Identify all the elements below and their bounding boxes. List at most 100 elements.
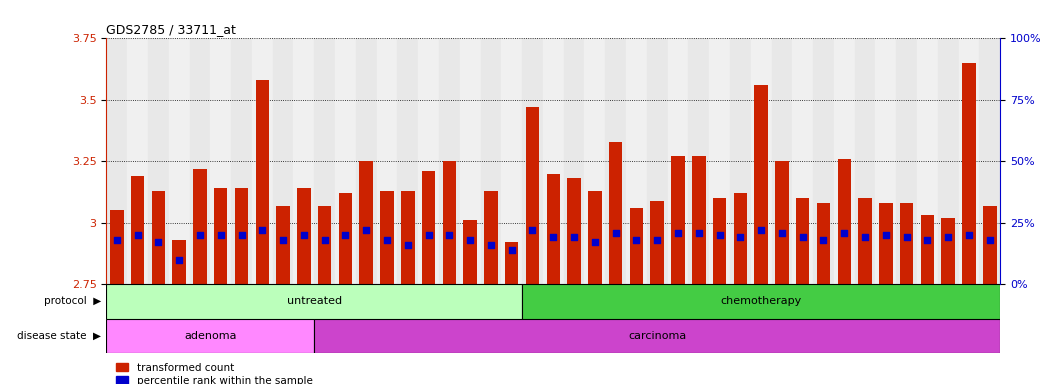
Bar bbox=[776, 161, 788, 284]
Bar bbox=[148, 38, 169, 284]
Point bbox=[835, 230, 852, 236]
Point bbox=[150, 239, 167, 245]
Bar bbox=[879, 203, 893, 284]
Bar bbox=[667, 38, 688, 284]
Point bbox=[129, 232, 146, 238]
Bar bbox=[609, 142, 622, 284]
Bar bbox=[106, 319, 314, 353]
Bar bbox=[543, 38, 564, 284]
Bar bbox=[277, 205, 289, 284]
Bar bbox=[464, 220, 477, 284]
Point bbox=[420, 232, 437, 238]
Point bbox=[628, 237, 645, 243]
Bar bbox=[917, 38, 937, 284]
Bar bbox=[630, 208, 643, 284]
Bar bbox=[834, 38, 854, 284]
Point bbox=[379, 237, 396, 243]
Bar bbox=[522, 38, 543, 284]
Bar bbox=[942, 218, 955, 284]
Bar bbox=[837, 159, 851, 284]
Point bbox=[545, 234, 562, 240]
Point bbox=[940, 234, 957, 240]
Bar bbox=[983, 205, 997, 284]
Bar bbox=[294, 38, 314, 284]
Point bbox=[566, 234, 583, 240]
Bar bbox=[314, 319, 1000, 353]
Bar bbox=[318, 205, 331, 284]
Bar bbox=[106, 38, 128, 284]
Bar bbox=[692, 156, 705, 284]
Bar bbox=[106, 284, 522, 319]
Point bbox=[711, 232, 728, 238]
Point bbox=[898, 234, 915, 240]
Point bbox=[233, 232, 250, 238]
Bar bbox=[813, 38, 834, 284]
Bar bbox=[338, 193, 352, 284]
Bar bbox=[169, 38, 189, 284]
Legend: transformed count, percentile rank within the sample: transformed count, percentile rank withi… bbox=[112, 359, 317, 384]
Bar bbox=[713, 198, 727, 284]
Bar bbox=[380, 191, 394, 284]
Bar bbox=[754, 85, 768, 284]
Point bbox=[732, 234, 749, 240]
Bar bbox=[817, 203, 830, 284]
Bar bbox=[131, 176, 145, 284]
Bar bbox=[605, 38, 626, 284]
Text: GDS2785 / 33711_at: GDS2785 / 33711_at bbox=[106, 23, 236, 36]
Bar bbox=[854, 38, 876, 284]
Bar bbox=[252, 38, 272, 284]
Bar bbox=[110, 210, 123, 284]
Point bbox=[212, 232, 229, 238]
Point bbox=[878, 232, 895, 238]
Point bbox=[961, 232, 978, 238]
Bar bbox=[522, 284, 1000, 319]
Bar bbox=[481, 38, 501, 284]
Point bbox=[462, 237, 479, 243]
Point bbox=[440, 232, 458, 238]
Bar bbox=[314, 38, 335, 284]
Point bbox=[649, 237, 666, 243]
Point bbox=[669, 230, 686, 236]
Bar bbox=[751, 38, 771, 284]
Bar bbox=[547, 174, 560, 284]
Bar bbox=[671, 156, 685, 284]
Bar bbox=[979, 38, 1000, 284]
Bar bbox=[377, 38, 397, 284]
Point bbox=[254, 227, 271, 233]
Bar bbox=[733, 193, 747, 284]
Point bbox=[774, 230, 791, 236]
Bar bbox=[401, 191, 415, 284]
Point bbox=[170, 257, 187, 263]
Bar bbox=[272, 38, 294, 284]
Bar bbox=[189, 38, 211, 284]
Bar bbox=[355, 38, 377, 284]
Point bbox=[586, 239, 603, 245]
Bar bbox=[564, 38, 584, 284]
Bar bbox=[730, 38, 751, 284]
Point bbox=[399, 242, 416, 248]
Bar bbox=[360, 161, 373, 284]
Bar bbox=[421, 171, 435, 284]
Bar bbox=[793, 38, 813, 284]
Bar bbox=[710, 38, 730, 284]
Bar bbox=[231, 38, 252, 284]
Text: disease state  ▶: disease state ▶ bbox=[17, 331, 101, 341]
Bar bbox=[896, 38, 917, 284]
Bar bbox=[418, 38, 439, 284]
Bar bbox=[255, 80, 269, 284]
Bar bbox=[688, 38, 710, 284]
Bar bbox=[647, 38, 667, 284]
Text: chemotherapy: chemotherapy bbox=[720, 296, 802, 306]
Bar bbox=[937, 38, 959, 284]
Bar bbox=[900, 203, 913, 284]
Point bbox=[523, 227, 541, 233]
Bar bbox=[771, 38, 793, 284]
Point bbox=[337, 232, 354, 238]
Point bbox=[296, 232, 313, 238]
Bar bbox=[151, 191, 165, 284]
Point bbox=[275, 237, 292, 243]
Bar bbox=[626, 38, 647, 284]
Bar bbox=[397, 38, 418, 284]
Point bbox=[109, 237, 126, 243]
Point bbox=[919, 237, 936, 243]
